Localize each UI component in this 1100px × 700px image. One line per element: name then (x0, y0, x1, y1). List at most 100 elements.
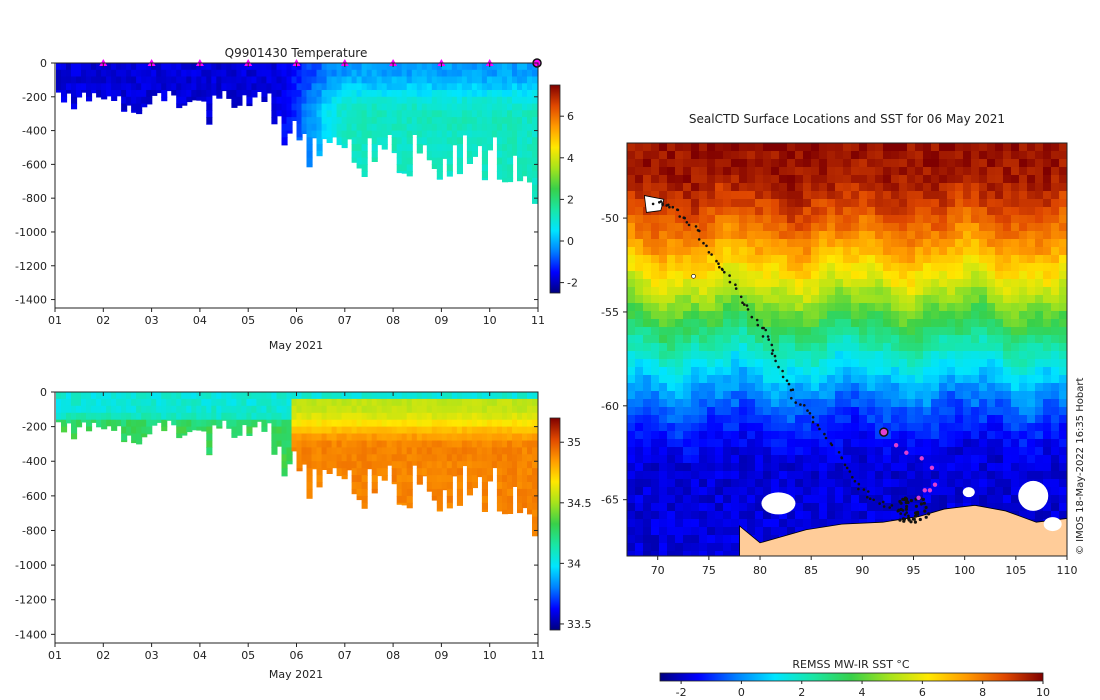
sst-cell (819, 415, 828, 424)
section-cell (66, 412, 73, 421)
y-tick-label: -400 (22, 125, 47, 138)
sst-cell (1059, 463, 1067, 472)
sst-cell (707, 455, 716, 464)
sst-cell (827, 335, 836, 344)
section-cell (486, 130, 493, 138)
sst-cell (779, 487, 788, 496)
section-cell (466, 454, 473, 462)
sst-cell (747, 159, 756, 168)
section-cell (261, 83, 268, 91)
sst-cell (899, 175, 908, 184)
sst-cell (963, 167, 972, 176)
sst-cell (947, 495, 956, 504)
section-cell (512, 110, 519, 118)
sst-cell (627, 543, 636, 552)
sst-cell (907, 511, 916, 520)
section-cell (512, 137, 519, 145)
section-cell (431, 137, 438, 145)
section-cell (151, 405, 158, 414)
section-cell (166, 69, 173, 78)
sst-cell (811, 199, 820, 208)
section-cell (281, 123, 288, 132)
section-cell (311, 90, 318, 98)
section-cell (441, 454, 448, 462)
sst-cell (827, 519, 836, 528)
sst-cell (763, 215, 772, 224)
sst-cell (859, 199, 868, 208)
section-cell (406, 468, 413, 476)
sst-cell (1027, 151, 1036, 160)
sst-cell (851, 175, 860, 184)
section-cell (316, 440, 323, 448)
section-cell (466, 90, 473, 98)
section-cell (406, 90, 413, 98)
sst-cell (875, 215, 884, 224)
section-cell (331, 447, 338, 455)
sst-cell (1043, 279, 1052, 288)
sst-cell (699, 295, 708, 304)
sst-cell (987, 231, 996, 240)
section-cell (231, 426, 238, 435)
sst-cell (1051, 495, 1060, 504)
section-cell (381, 76, 388, 84)
section-cell (176, 83, 183, 91)
section-cell (371, 488, 378, 494)
sst-cell (1027, 287, 1036, 296)
section-cell (306, 90, 313, 98)
sst-cell (1059, 375, 1067, 384)
sst-cell (627, 479, 636, 488)
y-tick-label: -800 (22, 192, 47, 205)
section-cell (191, 83, 198, 91)
sst-cell (1059, 271, 1067, 280)
sst-cell (715, 415, 724, 424)
sst-cell (907, 455, 916, 464)
section-cell (311, 398, 318, 407)
section-cell (366, 433, 373, 441)
section-cell (381, 96, 388, 105)
section-cell (171, 405, 178, 414)
sst-cell (643, 471, 652, 480)
section-cell (426, 433, 433, 441)
sst-cell (931, 151, 940, 160)
sst-cell (1011, 471, 1020, 480)
sst-cell (643, 143, 652, 152)
sst-cell (731, 255, 740, 264)
sst-cell (699, 479, 708, 488)
section-cell (206, 76, 213, 84)
section-cell (116, 63, 123, 71)
sst-cell (923, 151, 932, 160)
section-cell (341, 110, 348, 118)
section-cell (416, 123, 423, 132)
sst-cell (939, 479, 948, 488)
sst-cell (691, 487, 700, 496)
sst-cell (651, 231, 660, 240)
section-cell (366, 398, 373, 407)
sst-cell (659, 351, 668, 360)
sst-cell (699, 543, 708, 552)
sst-cell (667, 439, 676, 448)
sst-cell (939, 383, 948, 392)
sst-cell (1003, 247, 1012, 256)
sst-cell (795, 359, 804, 368)
sst-cell (995, 431, 1004, 440)
sst-cell (1051, 407, 1060, 416)
sst-cell (971, 223, 980, 232)
sst-cell (995, 439, 1004, 448)
section-cell (336, 96, 343, 105)
sst-cell (1035, 359, 1044, 368)
sst-cell (923, 231, 932, 240)
section-cell (221, 412, 228, 421)
sst-cell (691, 543, 700, 552)
sst-cell (675, 351, 684, 360)
sst-cell (643, 383, 652, 392)
sst-cell (851, 415, 860, 424)
sst-cell (835, 183, 844, 192)
sst-cell (707, 231, 716, 240)
section-cell (306, 488, 313, 497)
section-cell (366, 405, 373, 414)
sst-cell (883, 407, 892, 416)
section-cell (146, 103, 153, 105)
sst-cell (1035, 431, 1044, 440)
sst-cell (851, 511, 860, 520)
sst-cell (699, 255, 708, 264)
